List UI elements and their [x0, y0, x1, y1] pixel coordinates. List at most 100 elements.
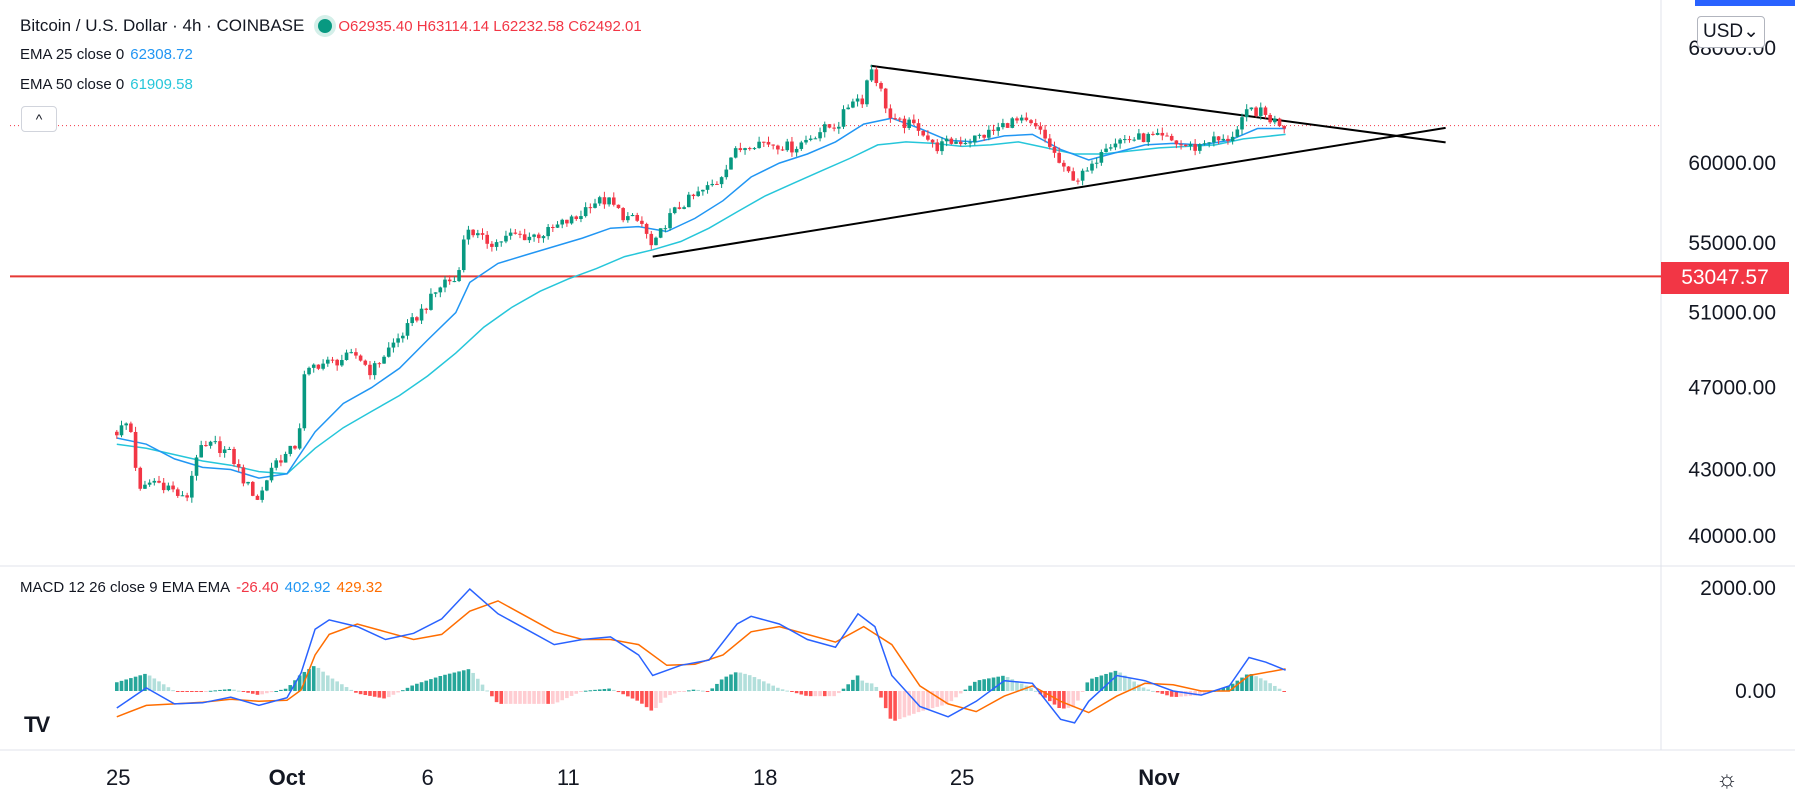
candle — [987, 125, 991, 141]
candle-body — [804, 139, 808, 143]
candle — [1001, 118, 1005, 130]
candle-body — [621, 208, 625, 221]
macd-bar — [565, 691, 569, 699]
candle-body — [143, 484, 147, 489]
macd-bar — [1005, 677, 1010, 691]
macd-bar — [1076, 691, 1080, 701]
settings-icon[interactable]: ☼ — [1716, 766, 1738, 793]
macd-bar — [888, 691, 893, 719]
candle — [480, 228, 485, 240]
candle-body — [1254, 107, 1258, 116]
macd-bar — [865, 682, 869, 691]
macd-bar — [837, 691, 841, 694]
macd-bar — [1174, 691, 1179, 697]
candle-body — [415, 317, 419, 321]
candle — [644, 222, 649, 239]
macd-bar — [719, 679, 724, 691]
macd-bar — [1132, 681, 1136, 691]
candle-body — [1169, 135, 1174, 141]
macd-bar — [452, 672, 457, 691]
candle — [222, 446, 227, 458]
collapse-legend-button[interactable]: ^ — [21, 106, 57, 132]
currency-selector[interactable]: USD⌄ — [1697, 16, 1765, 48]
macd-bar — [358, 691, 363, 695]
macd-bar — [658, 691, 663, 703]
macd-lines — [116, 587, 1286, 724]
candle — [429, 288, 433, 311]
macd-legend[interactable]: MACD 12 26 close 9 EMA EMA -26.40 402.92 42… — [20, 579, 388, 596]
macd-bar — [499, 691, 504, 704]
macd-bar — [536, 691, 541, 704]
candle — [396, 333, 400, 348]
candle-body — [175, 489, 180, 496]
time-tick-label: 18 — [753, 765, 777, 790]
candle-body — [602, 197, 607, 205]
macd-hist-value: -26.40 — [236, 579, 279, 596]
candle-body — [879, 83, 883, 89]
macd-bar — [354, 691, 358, 693]
candle-body — [869, 69, 874, 81]
candle-body — [1071, 171, 1076, 181]
macd-bar — [1019, 683, 1024, 691]
candle-body — [1146, 133, 1151, 143]
candle — [466, 225, 471, 245]
macd-bar — [429, 679, 433, 691]
candle — [1198, 143, 1202, 154]
candle — [1108, 144, 1113, 151]
candle — [340, 354, 344, 367]
candle-body — [701, 189, 705, 192]
ohlc-values: O62935.40 H63114.14 L62232.58 C62492.01 — [338, 18, 642, 35]
macd-bar — [279, 689, 283, 691]
candle-body — [916, 123, 921, 131]
macd-bar — [902, 691, 907, 718]
candle-body — [508, 232, 513, 236]
candle — [865, 79, 869, 107]
candle-body — [958, 141, 963, 145]
candle-body — [696, 191, 700, 197]
candle — [1024, 112, 1029, 122]
currency-label: USD — [1702, 21, 1744, 42]
tradingview-logo-icon[interactable]: TV — [24, 712, 50, 737]
ema50-legend[interactable]: EMA 50 close 0 61909.58 — [20, 76, 199, 93]
candle — [1094, 157, 1099, 169]
macd-bar — [386, 691, 391, 698]
candle — [124, 422, 128, 430]
candle — [869, 64, 874, 83]
candle — [897, 117, 902, 123]
macd-bar — [762, 681, 766, 691]
candle — [729, 157, 733, 170]
macd-bar — [654, 691, 658, 708]
candle-body — [513, 232, 518, 234]
macd-bar — [771, 685, 775, 691]
candle — [1057, 147, 1061, 164]
ema25-legend[interactable]: EMA 25 close 0 62308.72 — [20, 46, 199, 63]
candle-body — [1202, 143, 1207, 145]
macd-bar — [1273, 685, 1277, 691]
candle — [1029, 118, 1033, 125]
candle — [424, 307, 429, 314]
macd-bar — [363, 691, 368, 696]
candle — [471, 229, 475, 238]
macd-bar — [1221, 687, 1226, 691]
trendline-lower — [652, 126, 1446, 258]
macd-bar — [827, 691, 832, 697]
candle — [143, 480, 147, 490]
macd-bar — [579, 691, 583, 692]
candle — [377, 362, 382, 368]
macd-bar — [480, 684, 485, 691]
macd-bar — [1010, 679, 1015, 691]
candle — [1076, 178, 1080, 185]
candle-body — [1183, 144, 1188, 146]
candle-body — [574, 216, 579, 220]
candle-body — [227, 448, 232, 450]
time-tick-label: 11 — [557, 765, 580, 790]
candle — [752, 147, 757, 151]
candle-body — [1221, 138, 1226, 141]
candle-body — [354, 352, 358, 356]
candle-body — [846, 107, 850, 110]
candle-body — [841, 109, 846, 127]
macd-bar — [401, 690, 405, 692]
candle-body — [372, 363, 377, 376]
macd-bar — [583, 690, 588, 692]
